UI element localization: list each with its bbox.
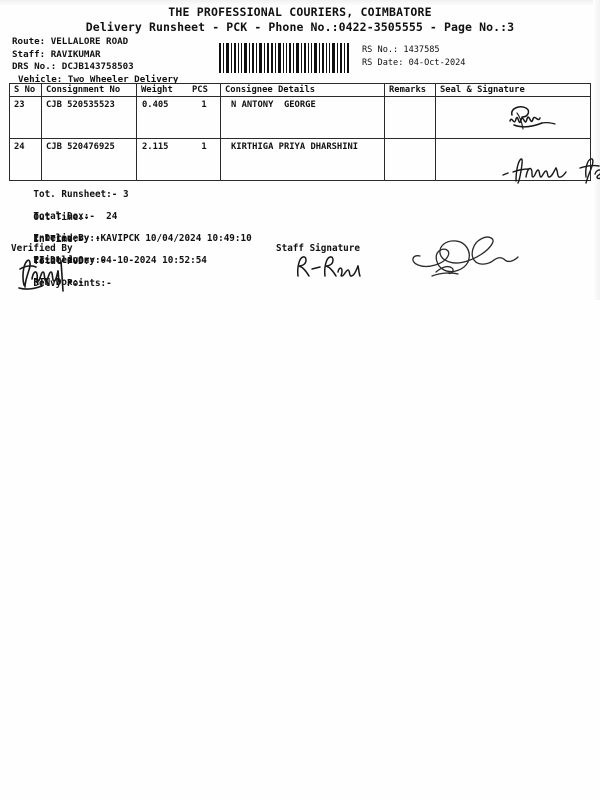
route-label: Route: VELLALORE ROAD [12,36,129,47]
cell-consignee: N ANTONY GEORGE [220,96,385,139]
ii-delivery-label: II Delivery:- [33,255,107,266]
runsheet-table: S No Consignment No Weight PCS Consignee… [9,83,600,184]
in-time-label: In Time:- [33,234,84,245]
table-header-row: S No Consignment No Weight PCS Consignee… [9,83,591,97]
cell-s-no: 23 [9,96,42,139]
tot-runsheet-label: Tot. Runsheet:- 3 [33,189,129,200]
column-header-weight: Weight [136,83,188,97]
cell-consignment-no: CJB 520535523 [41,96,137,139]
table-row: 23 CJB 520535523 0.405 1 N ANTONY GEORGE [9,96,591,139]
cell-consignment-no: CJB 520476925 [41,138,137,181]
header-meta-left: Route: VELLALORE ROAD Staff: RAVIKUMAR D… [12,36,178,86]
i-delivery-label: I Delivery:- [33,233,101,244]
rs-date-label: RS Date: 04-Oct-2024 [362,57,466,68]
page-subtitle: Delivery Runsheet - PCK - Phone No.:0422… [85,20,515,34]
rtn-dox-label: RTN Dox:- [33,277,84,288]
cell-weight: 2.115 [136,138,188,181]
column-header-seal-signature: Seal & Signature [435,83,591,97]
cell-pcs: 1 [188,138,221,181]
column-header-consignee: Consignee Details [220,83,385,97]
page-title: THE PROFESSIONAL COURIERS, COIMBATORE [168,5,432,19]
staff-label: Staff: RAVIKUMAR [12,48,101,60]
delvy-points-label: Delvy Points:- [33,278,112,289]
table-body: 23 CJB 520535523 0.405 1 N ANTONY GEORGE [9,96,600,184]
column-header-pcs: PCS [188,83,221,97]
cell-remarks [384,138,436,181]
scan-edge-shading-top [0,0,600,6]
column-header-consignment: Consignment No [41,83,137,97]
table-row: 24 CJB 520476925 2.115 1 KIRTHIGA PRIYA … [9,138,600,184]
cell-seal-signature [435,138,600,184]
cell-consignee: KIRTHIGA PRIYA DHARSHINI [220,138,385,181]
vehicle-label: Vehicle: Two Wheeler Delivery [18,73,179,85]
document-header: THE PROFESSIONAL COURIERS, COIMBATORE De… [0,0,600,35]
rs-no-label: RS No.: 1437585 [362,45,440,55]
total-dox-label: Total Dox:- 24 [33,211,118,222]
footer-times-row: Out Time:- In Time:- Total POD:- Delvy P… [11,201,112,300]
cell-seal-signature [435,96,591,139]
column-header-s-no: S No [9,83,42,97]
table-header: S No Consignment No Weight PCS Consignee… [9,83,591,97]
total-pod-label: Total POD:- [33,256,95,267]
column-header-remarks: Remarks [384,83,436,97]
totals-row: Tot. Runsheet:- 3 Total Dox:- 24 I Deliv… [11,178,589,299]
scan-edge-shading-right [593,0,600,300]
entered-by-label: Entered By :KAVIPCK 10/04/2024 10:49:10 [33,233,252,244]
printed-on-label: Printed On: 04-10-2024 10:52:54 [33,255,207,266]
barcode [218,43,350,73]
footer-entry-row: Entered By :KAVIPCK 10/04/2024 10:49:10 … [11,222,252,277]
verified-by-label: Verified By [11,243,73,254]
out-time-label: Out Time:- [33,212,90,223]
header-meta-right: RS No.: 1437585 RS Date: 04-Oct-2024 [362,44,465,69]
cell-remarks [384,96,436,139]
cell-pcs: 1 [188,96,221,139]
drs-no-label: DRS No.: DCJB143758503 [12,61,134,73]
cell-s-no: 24 [9,138,42,181]
header-meta: Route: VELLALORE ROAD Staff: RAVIKUMAR D… [0,36,600,86]
cell-weight: 0.405 [136,96,188,139]
staff-signature-label: Staff Signature [276,243,360,254]
